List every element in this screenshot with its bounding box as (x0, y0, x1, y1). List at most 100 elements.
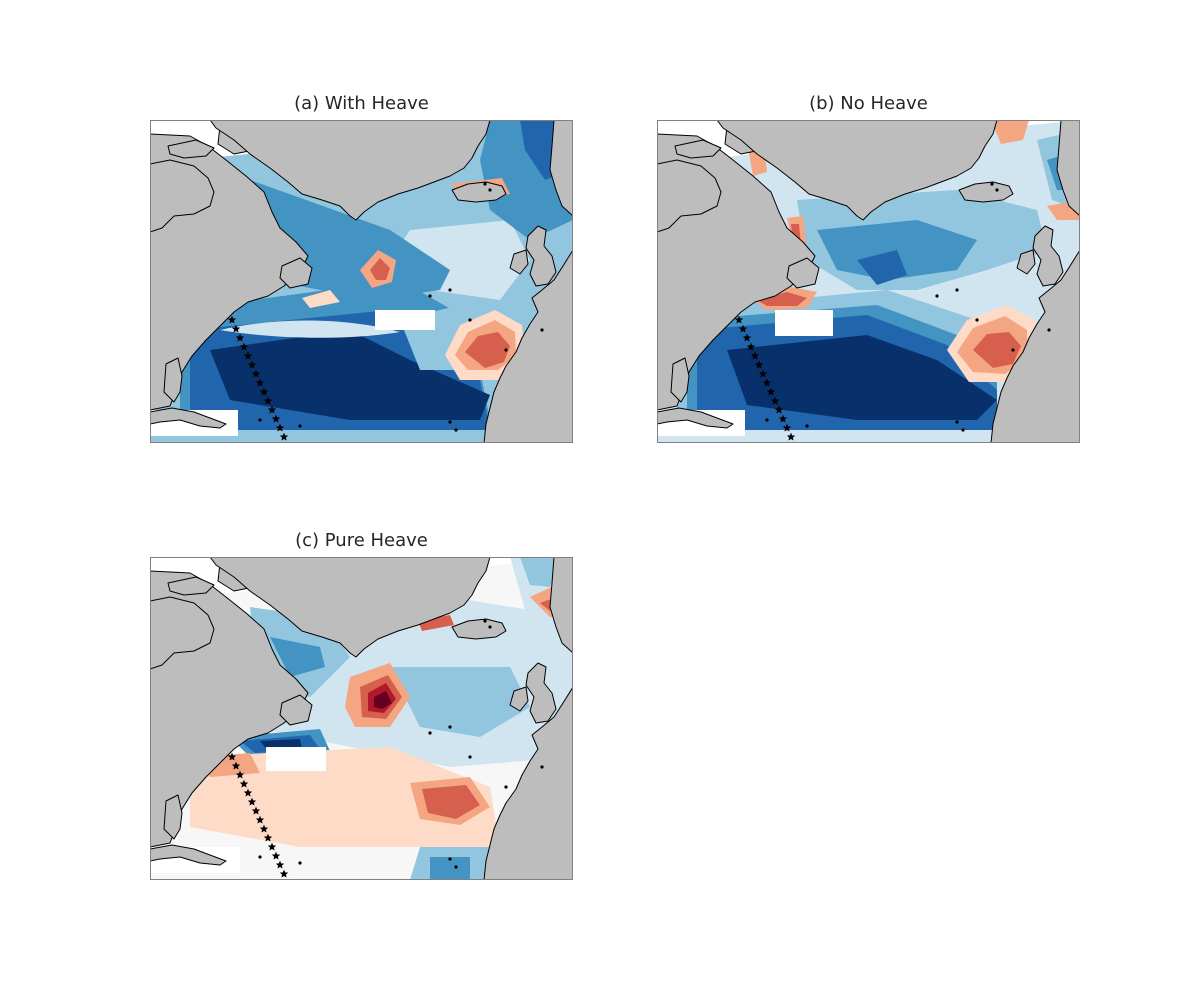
contour-band (270, 637, 325, 677)
island-dot (258, 418, 262, 422)
star-icon (263, 833, 273, 842)
contour-band (190, 747, 500, 847)
island-dot (448, 420, 452, 424)
star-icon (251, 806, 261, 815)
land-cuba (150, 407, 227, 429)
island-dot (448, 725, 452, 729)
island-dot (488, 625, 492, 629)
star-icon (243, 788, 253, 797)
star-icon (279, 869, 289, 878)
star-icon (243, 351, 253, 360)
map-frame (150, 120, 573, 443)
land-cuba (150, 844, 227, 866)
nodata-mask (775, 310, 833, 336)
island-dot (258, 855, 262, 859)
star-icon (227, 315, 237, 324)
panel-pure-heave: (c) Pure Heave (150, 530, 573, 880)
land-greenland (209, 557, 491, 658)
land-scand (549, 120, 573, 217)
island-dot (448, 857, 452, 861)
contour-band (390, 667, 530, 737)
star-icon (247, 360, 257, 369)
island-dot (504, 785, 508, 789)
panel-no-heave: (b) No Heave (657, 93, 1080, 443)
star-icon (762, 378, 772, 387)
star-icon (231, 761, 241, 770)
island-dot (540, 328, 544, 332)
star-icon (267, 405, 277, 414)
land-florida (670, 357, 690, 403)
star-icon (742, 333, 752, 342)
land-island1 (167, 139, 215, 159)
star-icon (786, 432, 796, 441)
land-cuba (657, 407, 734, 429)
star-icon (754, 360, 764, 369)
star-icon (271, 851, 281, 860)
contour-band (370, 258, 390, 280)
star-icon (778, 414, 788, 423)
map-pure-heave (150, 557, 573, 880)
contour-band (418, 615, 454, 631)
land-uk (525, 662, 557, 724)
map-frame (657, 120, 1080, 443)
contour-band (210, 330, 490, 420)
land-uk (525, 225, 557, 287)
island-dot (468, 755, 472, 759)
contour-band (422, 785, 480, 819)
contour-band (991, 120, 1029, 144)
island-dot (504, 348, 508, 352)
land-ireland (1016, 249, 1036, 275)
island-dot (995, 188, 999, 192)
land-uk (1032, 225, 1064, 287)
land-europe (483, 686, 573, 880)
panel-title-pure-heave: (c) Pure Heave (295, 530, 428, 551)
star-icon (259, 824, 269, 833)
contour-band (727, 335, 997, 420)
land-greenland (209, 120, 491, 221)
land-greenland (716, 120, 998, 221)
map-frame (150, 557, 573, 880)
island-dot (454, 865, 458, 869)
star-icon (279, 432, 289, 441)
land-europe (990, 249, 1080, 443)
land-hudson (150, 159, 215, 233)
contour-band (973, 332, 1021, 368)
star-icon (774, 405, 784, 414)
star-icon (746, 342, 756, 351)
island-dot (298, 424, 302, 428)
land-scand (549, 557, 573, 654)
island-dot (935, 294, 939, 298)
island-dot (975, 318, 979, 322)
land-newfoundland (279, 694, 313, 726)
star-icon (271, 414, 281, 423)
island-dot (955, 420, 959, 424)
island-dot (765, 418, 769, 422)
star-icon (255, 815, 265, 824)
map-no-heave (657, 120, 1080, 443)
island-dot (488, 188, 492, 192)
star-icon (738, 324, 748, 333)
land-florida (163, 357, 183, 403)
star-icon (275, 423, 285, 432)
island-dot (961, 428, 965, 432)
contour-band (857, 250, 907, 285)
star-icon (255, 378, 265, 387)
island-dot (955, 288, 959, 292)
star-icon (275, 860, 285, 869)
star-icon (227, 752, 237, 761)
island-dot (483, 619, 487, 623)
land-ireland (509, 686, 529, 712)
land-florida (163, 794, 183, 840)
panel-title-no-heave: (b) No Heave (809, 93, 928, 114)
star-icon (734, 315, 744, 324)
contour-band (302, 290, 340, 308)
island-dot (448, 288, 452, 292)
contour-band (465, 332, 510, 368)
map-with-heave (150, 120, 573, 443)
contour-band (374, 691, 392, 709)
star-icon (239, 779, 249, 788)
star-icon (235, 333, 245, 342)
land-hudson (150, 596, 215, 670)
panel-title-with-heave: (a) With Heave (294, 93, 429, 114)
island-dot (1011, 348, 1015, 352)
